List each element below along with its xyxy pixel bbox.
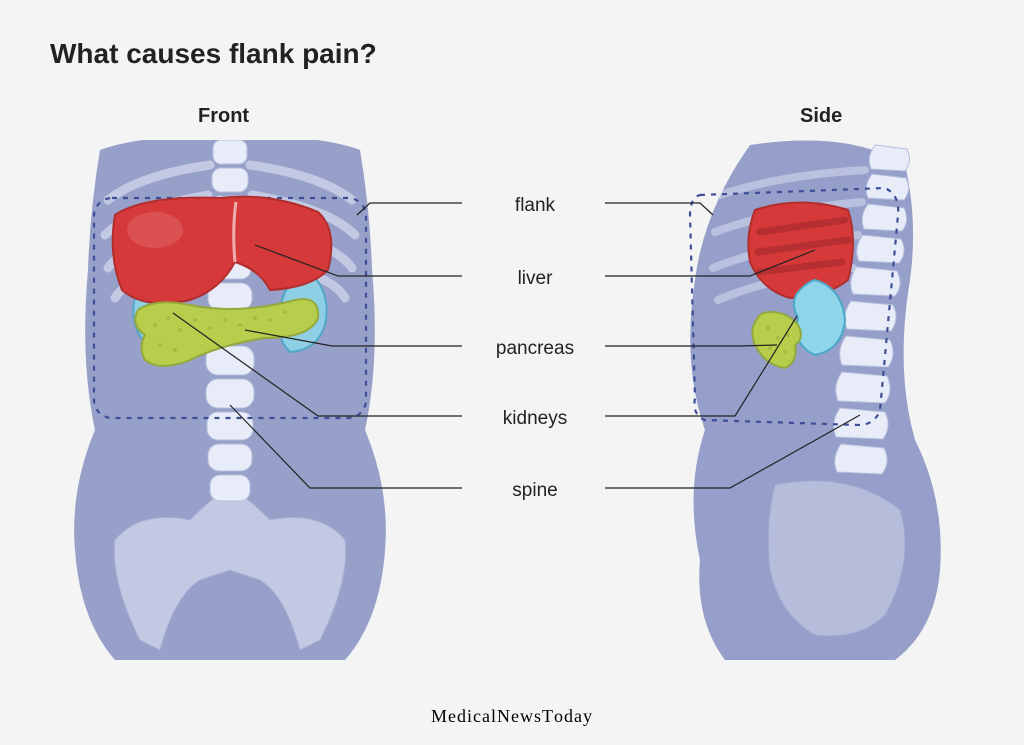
label-liver: liver [470, 268, 600, 290]
label-spine: spine [470, 480, 600, 502]
view-label-side: Side [800, 105, 842, 128]
label-pancreas: pancreas [470, 338, 600, 360]
front-torso-diagram [60, 140, 400, 670]
label-kidneys: kidneys [470, 408, 600, 430]
brand-logo: MedicalNewsToday [0, 706, 1024, 727]
label-flank: flank [470, 195, 600, 217]
view-label-front: Front [198, 105, 249, 128]
page-title: What causes flank pain? [50, 38, 377, 70]
side-torso-diagram [670, 140, 960, 670]
